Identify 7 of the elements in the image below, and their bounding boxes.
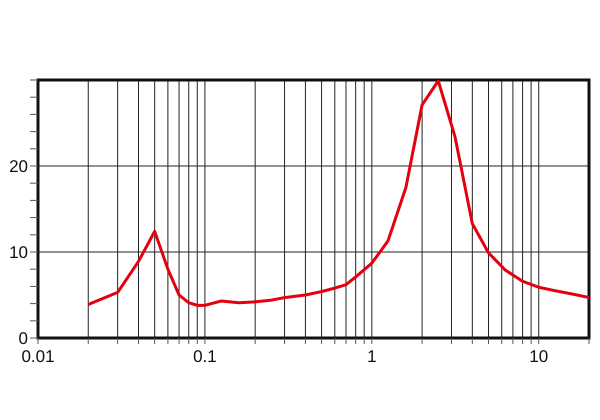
y-tick-label: 10 <box>9 243 28 262</box>
y-tick-label: 0 <box>18 329 28 348</box>
x-tick-label: 0.1 <box>193 347 217 366</box>
x-tick-label: 0.01 <box>21 347 55 366</box>
x-tick-label: 1 <box>367 347 377 366</box>
y-tick-label: 20 <box>9 157 28 176</box>
x-tick-label: 10 <box>529 347 548 366</box>
